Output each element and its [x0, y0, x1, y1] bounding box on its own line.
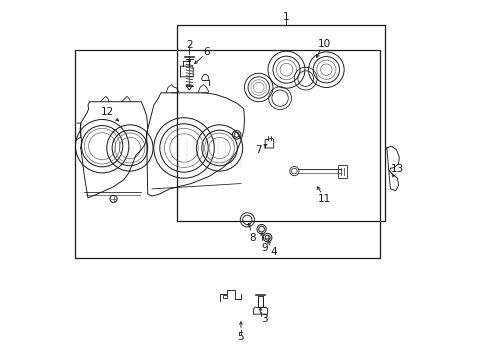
Text: 8: 8	[249, 233, 256, 243]
Text: 4: 4	[270, 247, 276, 257]
Text: 3: 3	[260, 315, 267, 324]
Text: 10: 10	[317, 39, 330, 49]
Text: 6: 6	[203, 47, 209, 57]
Text: 7: 7	[254, 145, 261, 155]
Text: 9: 9	[261, 243, 268, 253]
Bar	[75, 50, 379, 258]
Text: 13: 13	[390, 164, 403, 174]
Bar	[177, 25, 384, 221]
Bar	[223, 295, 226, 298]
Text: 2: 2	[185, 40, 192, 50]
Text: 5: 5	[237, 332, 244, 342]
Text: 1: 1	[283, 12, 289, 22]
Bar	[337, 165, 346, 177]
Text: 11: 11	[317, 194, 330, 203]
Text: 12: 12	[101, 107, 114, 117]
